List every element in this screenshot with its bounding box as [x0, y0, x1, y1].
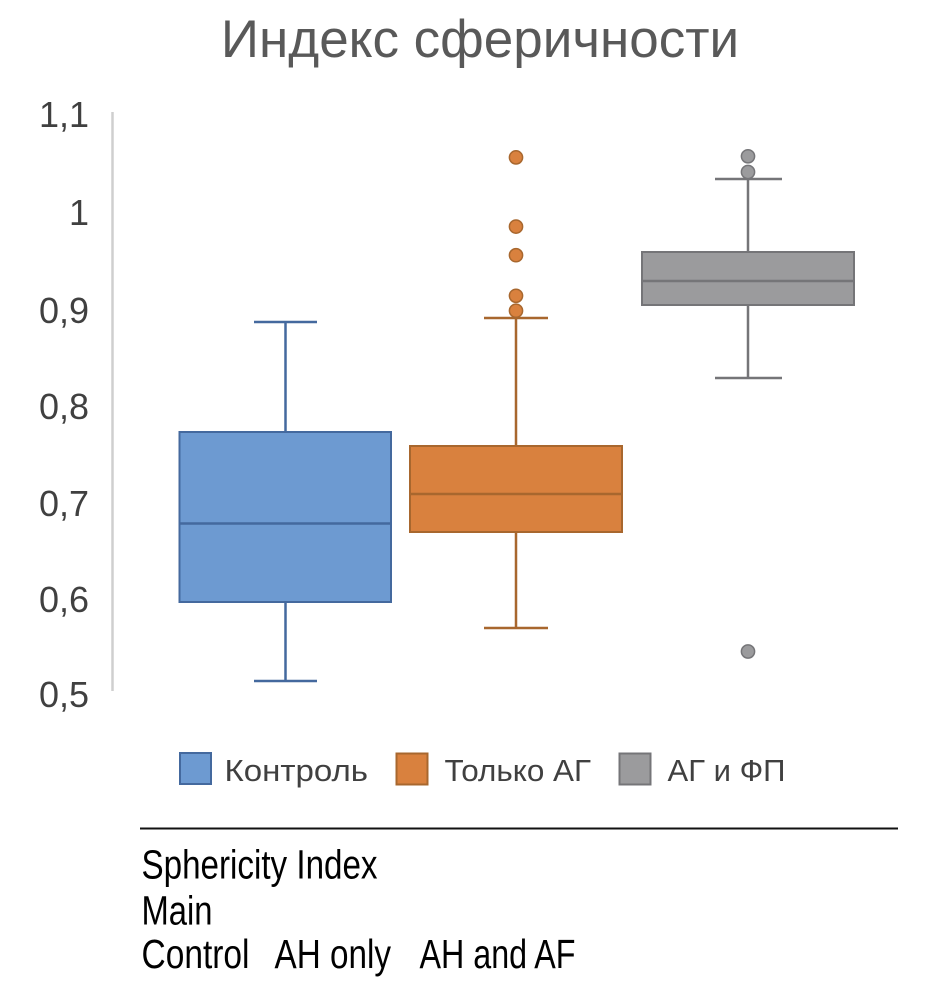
svg-text:Main: Main [142, 888, 213, 934]
svg-text:АГ и ФП: АГ и ФП [668, 753, 786, 788]
svg-text:AH only: AH only [275, 931, 392, 977]
svg-text:1: 1 [69, 192, 89, 233]
svg-text:Только АГ: Только АГ [445, 753, 592, 788]
svg-text:Sphericity Index: Sphericity Index [142, 842, 378, 888]
svg-text:AH and AF: AH and AF [420, 931, 576, 977]
svg-text:1,1: 1,1 [39, 94, 89, 135]
svg-text:Индекс сферичности: Индекс сферичности [221, 10, 739, 69]
svg-text:Контроль: Контроль [225, 753, 369, 788]
svg-text:Control: Control [142, 931, 250, 977]
svg-text:0,7: 0,7 [39, 483, 89, 524]
svg-text:0,8: 0,8 [39, 386, 89, 427]
svg-text:0,5: 0,5 [39, 674, 89, 715]
svg-text:0,6: 0,6 [39, 579, 89, 620]
svg-text:0,9: 0,9 [39, 290, 89, 331]
